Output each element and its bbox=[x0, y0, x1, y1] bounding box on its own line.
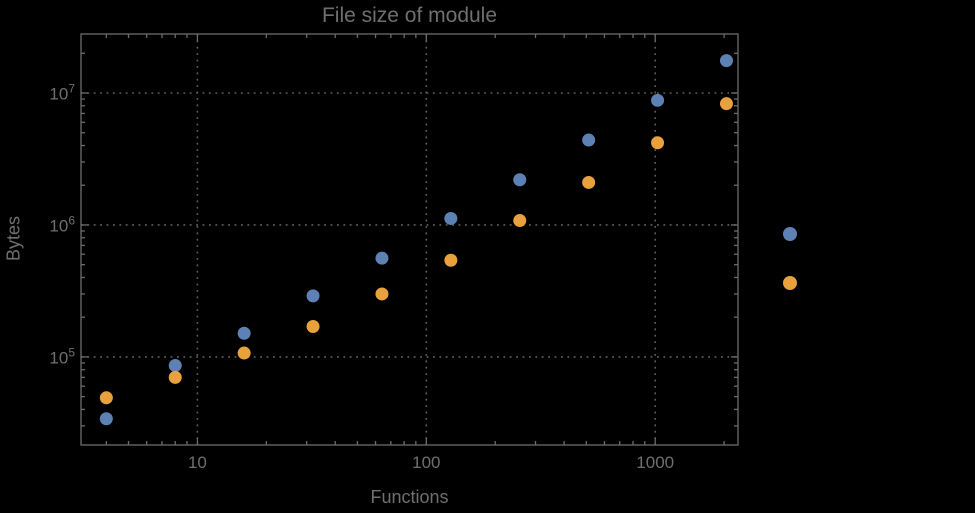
data-point-series-1-blue bbox=[444, 211, 458, 225]
data-point-series-2-orange bbox=[168, 370, 182, 384]
data-point-series-1-blue bbox=[513, 173, 527, 187]
data-point-series-2-orange bbox=[99, 391, 113, 405]
x-tick-label: 100 bbox=[412, 453, 441, 472]
plot-frame bbox=[80, 33, 739, 446]
data-point-series-2-orange bbox=[444, 253, 458, 267]
data-point-series-1-blue bbox=[99, 412, 113, 426]
data-point-series-2-orange bbox=[651, 136, 665, 150]
data-point-series-1-blue bbox=[582, 133, 596, 147]
data-point-series-2-orange bbox=[237, 346, 251, 360]
y-axis-label: Bytes bbox=[3, 215, 24, 262]
data-point-series-2-orange bbox=[513, 214, 527, 228]
legend-marker-series-1-blue bbox=[783, 227, 797, 241]
data-point-series-2-orange bbox=[582, 175, 596, 189]
chart-title: File size of module bbox=[321, 4, 498, 27]
x-tick-label: 1000 bbox=[636, 453, 675, 472]
y-tick-label: 107 bbox=[49, 81, 75, 104]
y-tick-label: 106 bbox=[49, 213, 75, 236]
legend-marker-series-2-orange bbox=[783, 276, 797, 290]
data-point-series-1-blue bbox=[651, 93, 665, 107]
x-tick-label: 10 bbox=[187, 453, 207, 472]
x-axis-label: Functions bbox=[370, 487, 449, 507]
data-point-series-1-blue bbox=[168, 359, 182, 373]
data-point-series-2-orange bbox=[375, 287, 389, 301]
y-tick-label: 105 bbox=[49, 345, 75, 368]
data-point-series-2-orange bbox=[306, 320, 320, 334]
data-point-series-1-blue bbox=[237, 326, 251, 340]
data-point-series-2-orange bbox=[719, 97, 733, 111]
data-point-series-1-blue bbox=[375, 251, 389, 265]
data-point-series-1-blue bbox=[719, 54, 733, 68]
data-point-series-1-blue bbox=[306, 289, 320, 303]
